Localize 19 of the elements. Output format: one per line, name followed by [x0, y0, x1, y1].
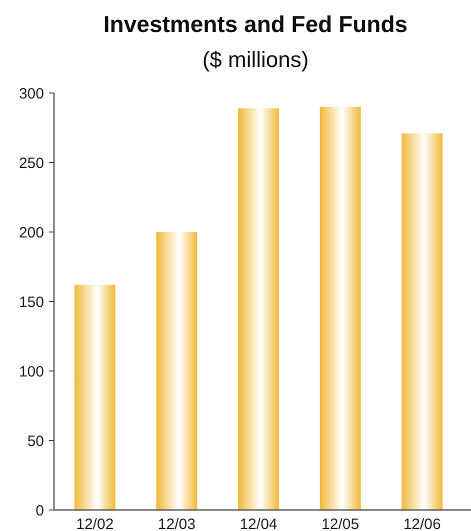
x-tick-label: 12/05 [322, 516, 360, 531]
bar [156, 232, 198, 510]
y-tick-label: 150 [18, 294, 44, 311]
x-tick-label: 12/02 [76, 516, 114, 531]
y-tick-label: 100 [18, 363, 44, 380]
x-tick-label: 12/03 [158, 516, 196, 531]
y-tick-label: 200 [18, 224, 44, 242]
y-tick-label: 250 [18, 154, 44, 172]
bar [238, 108, 279, 510]
bar [74, 284, 116, 510]
chart-subtitle: ($ millions) [202, 47, 309, 72]
x-tick-label: 12/04 [240, 516, 278, 531]
y-tick-label: 300 [18, 85, 44, 102]
bar [320, 106, 361, 510]
y-tick-label: 50 [27, 432, 44, 450]
chart-title: Investments and Fed Funds [103, 11, 408, 37]
y-tick-label: 0 [36, 502, 44, 520]
bar [402, 133, 443, 510]
x-tick-label: 12/06 [403, 516, 441, 531]
